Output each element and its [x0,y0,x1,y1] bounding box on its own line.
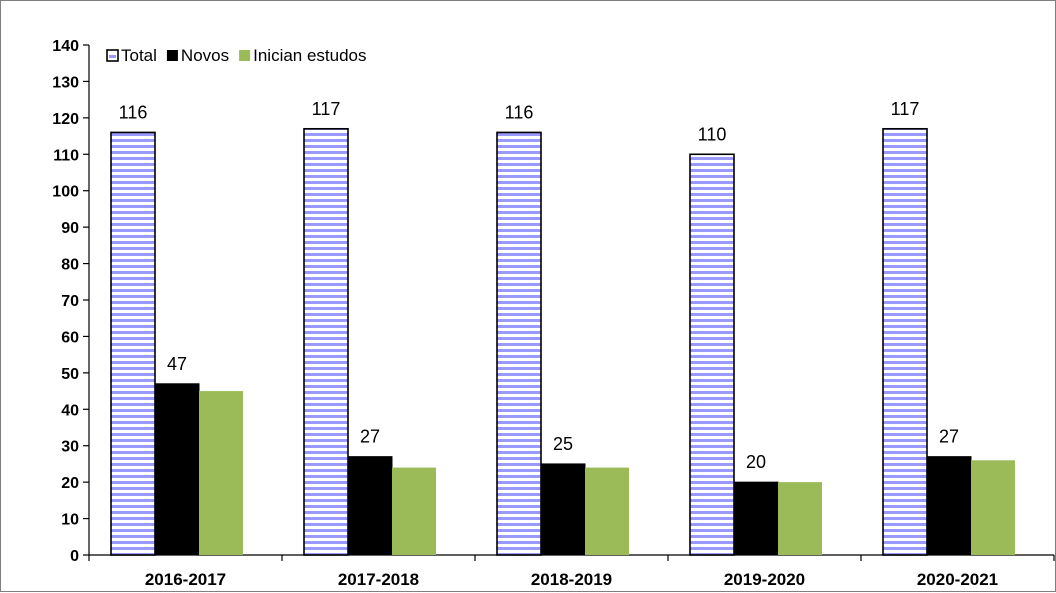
y-tick-label: 70 [61,293,79,310]
x-tick-label: 2016-2017 [145,570,226,589]
y-tick-label: 120 [52,111,79,128]
x-tick-label: 2019-2020 [724,570,805,589]
y-tick-label: 130 [52,74,79,91]
legend-swatch [166,50,178,61]
y-tick-label: 10 [61,512,79,529]
data-label: 20 [746,452,766,472]
legend-label: Novos [181,46,229,65]
bar-inician-estudos [585,467,629,555]
bar-novos [347,456,393,556]
x-tick-label: 2017-2018 [338,570,419,589]
bar-novos [154,383,200,556]
bars-group [110,127,1015,556]
data-label: 110 [698,124,727,144]
data-label: 116 [505,102,534,122]
bar-total [882,127,928,556]
bar-inician-estudos [392,467,436,555]
data-labels-group: 116 47 117 27 116 25 110 20 117 27 [119,99,959,472]
legend: Total Novos Inician estudos [106,46,367,65]
y-tick-label: 140 [52,38,79,55]
bar-total [110,131,156,556]
bar-total [689,153,735,556]
bar-novos [733,481,779,556]
data-label: 27 [360,427,380,447]
data-label: 116 [119,102,148,122]
data-label: 47 [167,354,187,374]
axes-group: 0 10 20 30 40 50 60 70 80 90 100 110 120 130 140 2016-2… [52,38,1055,589]
legend-label: Inician estudos [253,46,366,65]
y-tick-label: 90 [61,220,79,237]
legend-label: Total [121,46,157,65]
x-tick-label: 2020-2021 [917,570,998,589]
data-label: 25 [553,434,573,454]
y-tick-label: 30 [61,439,79,456]
y-tick-label: 50 [61,366,79,383]
y-tick-label: 0 [70,548,79,565]
data-label: 117 [312,99,341,119]
bar-inician-estudos [778,482,822,555]
legend-swatch-fill [109,52,116,59]
bar-total [303,127,349,556]
x-tick-label: 2018-2019 [531,570,612,589]
bar-total [496,131,542,556]
bar-novos [540,463,586,556]
data-label: 27 [939,427,959,447]
y-tick-label: 20 [61,475,79,492]
y-tick-label: 60 [61,329,79,346]
y-tick-label: 40 [61,402,79,419]
y-tick-label: 110 [53,147,79,164]
data-label: 117 [891,99,920,119]
bar-inician-estudos [199,391,243,555]
bar-inician-estudos [971,460,1015,555]
bar-novos [926,456,972,556]
legend-swatch [239,50,251,61]
y-tick-label: 100 [52,184,79,201]
y-tick-label: 80 [61,257,79,274]
